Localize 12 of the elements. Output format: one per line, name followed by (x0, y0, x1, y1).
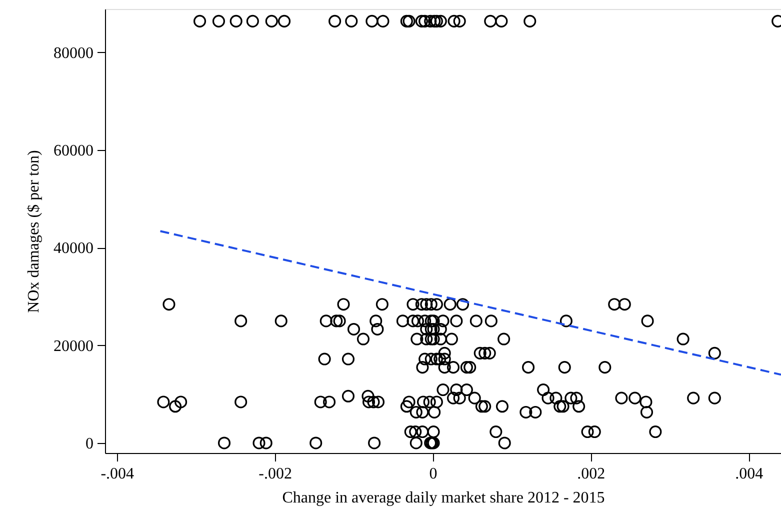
y-axis-title: NOx damages ($ per ton) (26, 150, 42, 313)
x-axis-title: Change in average daily market share 2012 - 2015 (282, 490, 605, 506)
y-tick-label: 40000 (54, 240, 94, 258)
y-tick-label: 20000 (54, 338, 94, 355)
x-tick-label: .002 (577, 466, 606, 482)
y-tick-label: 60000 (54, 142, 94, 160)
x-tick-label: .004 (735, 466, 764, 482)
x-tick-label: -.002 (258, 466, 292, 482)
x-tick-label: 0 (429, 466, 438, 482)
y-tick-label: 0 (86, 435, 94, 452)
y-tick-label: 80000 (54, 44, 94, 62)
x-tick-label: -.004 (100, 466, 134, 482)
